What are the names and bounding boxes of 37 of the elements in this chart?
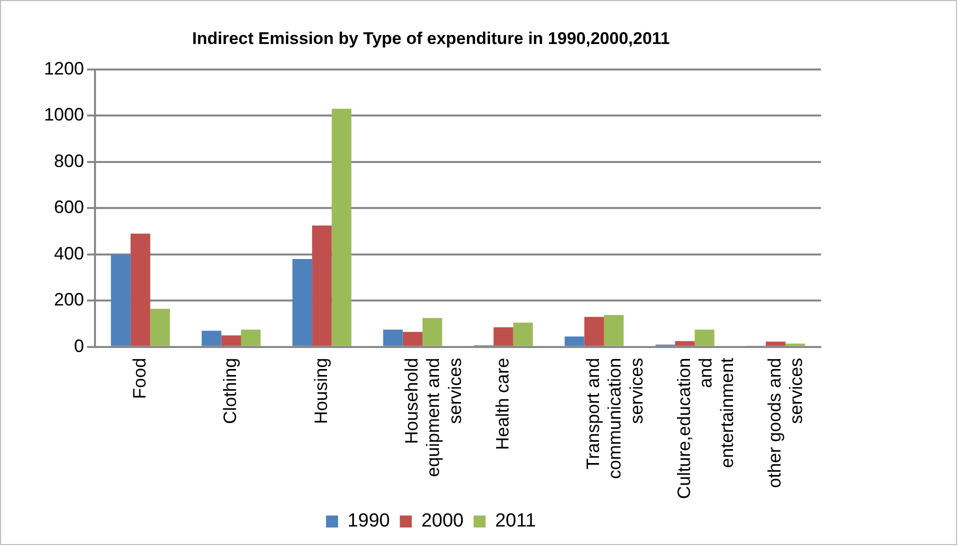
bar [564, 336, 584, 346]
x-tick-label: Health care [492, 358, 512, 450]
bar [110, 254, 131, 346]
bar [694, 330, 714, 346]
bar [604, 314, 624, 346]
x-tick-label: Food [129, 358, 150, 399]
y-tick-label: 800 [54, 150, 84, 171]
y-tick-label: 600 [54, 197, 84, 218]
x-tick-label: Transport and communication services [583, 358, 646, 479]
bar [494, 327, 514, 346]
bar [766, 342, 786, 346]
bar [332, 108, 352, 346]
legend-label: 1990 [348, 510, 390, 532]
bar [402, 332, 422, 346]
chart-title: Indirect Emission by Type of expenditure in 1990,2000,2011 [192, 28, 670, 48]
bar [240, 330, 261, 346]
legend-label: 2011 [495, 510, 536, 532]
y-tick-label: 200 [54, 290, 84, 310]
bar [202, 330, 222, 346]
y-tick-label: 1000 [44, 104, 84, 125]
bar [292, 259, 312, 346]
bar [422, 318, 442, 346]
y-tick-label: 400 [54, 243, 84, 264]
bar [513, 322, 533, 346]
y-tick-label: 1200 [44, 58, 84, 78]
x-tick-label: Clothing [220, 358, 240, 424]
bar [312, 226, 332, 346]
x-tick-label: Housing [310, 358, 331, 424]
legend-label: 2000 [421, 510, 464, 532]
bar [150, 308, 170, 346]
bar [383, 330, 403, 346]
bar [221, 335, 241, 346]
bar [584, 316, 604, 346]
bar [130, 234, 150, 346]
x-tick-label: Household equipment and services [402, 358, 465, 478]
y-tick-label: 0 [74, 336, 84, 356]
bar [675, 341, 695, 346]
